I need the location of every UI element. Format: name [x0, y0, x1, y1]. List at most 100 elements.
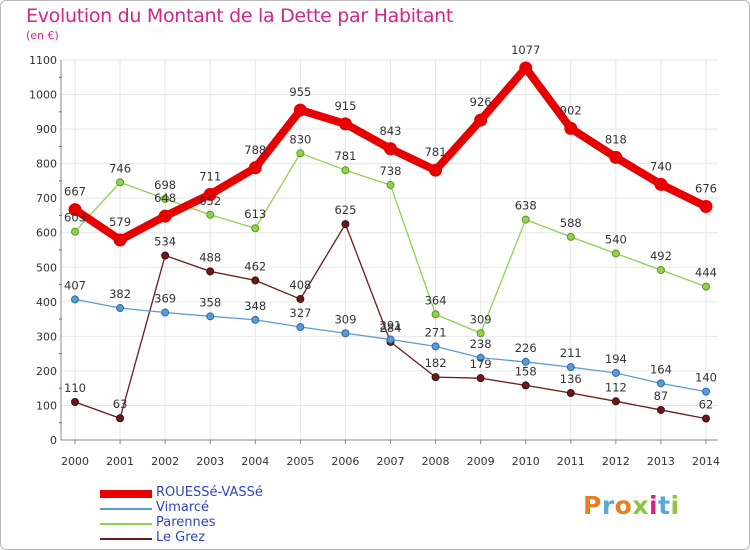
data-point: [251, 224, 260, 233]
data-point: [386, 335, 395, 344]
plot-area: [61, 60, 718, 440]
data-label: 902: [560, 103, 582, 117]
data-label: 534: [154, 235, 176, 249]
data-label: 238: [470, 337, 492, 351]
data-label: 603: [64, 211, 86, 225]
data-label: 588: [560, 216, 582, 230]
data-label: 788: [244, 143, 266, 157]
chart-title: Evolution du Montant de la Dette par Hab…: [26, 5, 454, 27]
x-tick-label: 2014: [692, 455, 720, 468]
data-label: 698: [154, 178, 176, 192]
legend-swatch: [100, 538, 152, 540]
proxiti-logo: Proxiti: [583, 491, 680, 520]
data-point: [71, 398, 79, 406]
data-label: 676: [695, 181, 717, 195]
data-point: [566, 232, 575, 241]
data-point: [116, 304, 125, 313]
data-point: [566, 363, 575, 372]
y-tick-label: 800: [36, 158, 57, 171]
y-tick-label: 100: [36, 399, 57, 412]
data-label: 818: [605, 132, 627, 146]
legend-swatch: [100, 508, 152, 510]
y-tick-label: 400: [36, 296, 57, 309]
y-tick-label: 600: [36, 227, 57, 240]
x-tick-label: 2010: [512, 455, 540, 468]
data-point: [702, 282, 710, 291]
data-point: [71, 295, 79, 304]
data-label: 382: [109, 287, 131, 301]
data-point: [656, 266, 665, 275]
data-point: [251, 315, 260, 324]
data-point: [474, 113, 488, 127]
data-label: 226: [515, 341, 537, 355]
x-tick-label: 2012: [602, 455, 630, 468]
chart-legend: ROUESSé-VASSé Vimarcé Parennes Le Grez: [100, 485, 320, 546]
x-tick-label: 2001: [106, 455, 134, 468]
y-tick-label: 300: [36, 330, 57, 343]
data-point: [293, 103, 307, 117]
data-label: 110: [64, 381, 86, 395]
legend-swatch: [100, 490, 152, 498]
data-point: [116, 178, 125, 187]
data-point: [341, 329, 350, 338]
data-point: [341, 166, 350, 175]
data-point: [656, 379, 665, 388]
data-point: [158, 209, 172, 223]
data-point: [68, 203, 82, 217]
data-point: [71, 227, 79, 236]
data-point: [476, 374, 485, 383]
data-label: 211: [560, 346, 582, 360]
data-label: 830: [289, 132, 311, 146]
x-tick-label: 2008: [422, 455, 450, 468]
data-label: 358: [199, 295, 221, 309]
data-label: 87: [654, 389, 669, 403]
data-label: 648: [154, 191, 176, 205]
data-label: 309: [470, 312, 492, 326]
data-point: [206, 312, 215, 321]
data-label: 164: [650, 362, 672, 376]
data-point: [609, 150, 623, 164]
legend-label: Le Grez: [156, 530, 206, 545]
x-tick-label: 2013: [647, 455, 675, 468]
data-label: 843: [380, 124, 402, 138]
data-point: [566, 389, 575, 398]
legend-item: Le Grez: [100, 530, 320, 546]
data-point: [702, 414, 710, 423]
data-point: [338, 117, 352, 131]
legend-item: Vimarcé: [100, 500, 320, 516]
data-label: 667: [64, 185, 86, 199]
data-point: [341, 220, 350, 229]
data-label: 711: [199, 169, 221, 183]
data-point: [519, 61, 533, 75]
data-point: [429, 163, 443, 177]
x-tick-label: 2009: [467, 455, 495, 468]
data-label: 63: [113, 397, 128, 411]
data-label: 364: [425, 293, 447, 307]
data-label: 638: [515, 199, 537, 213]
data-label: 540: [605, 232, 627, 246]
x-tick-label: 2002: [151, 455, 179, 468]
data-label: 158: [515, 364, 537, 378]
data-point: [386, 181, 395, 190]
x-tick-label: 2006: [331, 455, 359, 468]
data-label: 746: [109, 161, 131, 175]
data-point: [431, 310, 440, 319]
data-label: 291: [380, 318, 402, 332]
data-point: [611, 368, 620, 377]
data-point: [521, 357, 530, 366]
data-point: [476, 353, 485, 362]
data-point: [116, 414, 125, 423]
data-label: 462: [244, 259, 266, 273]
data-point: [431, 342, 440, 351]
data-label: 781: [425, 145, 447, 159]
data-point: [296, 323, 305, 332]
data-label: 62: [699, 398, 714, 412]
data-point: [521, 381, 530, 390]
data-label: 740: [650, 159, 672, 173]
x-tick-label: 2005: [286, 455, 314, 468]
data-point: [161, 251, 170, 260]
data-label: 369: [154, 292, 176, 306]
y-tick-label: 900: [36, 123, 57, 136]
data-label: 194: [605, 352, 627, 366]
y-tick-label: 500: [36, 261, 57, 274]
